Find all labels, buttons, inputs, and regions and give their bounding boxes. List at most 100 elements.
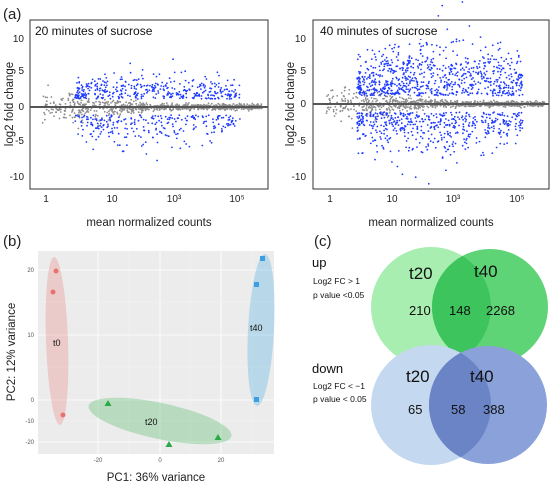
ma-significant-point [123, 118, 125, 121]
ma-significant-point [220, 91, 222, 93]
ma-significant-point [464, 148, 467, 151]
ma-significant-point [358, 86, 360, 89]
ma-point [130, 112, 133, 115]
ma-significant-point [185, 119, 188, 122]
ma-significant-point [161, 81, 164, 84]
ma-significant-point [120, 85, 123, 87]
ma-significant-point [396, 89, 399, 92]
ma-significant-point [210, 81, 212, 83]
ma-significant-point [396, 165, 399, 168]
ma-significant-point [359, 137, 361, 140]
ma-point [391, 100, 394, 103]
ma-significant-point [374, 66, 377, 69]
ma-significant-point [455, 38, 458, 41]
ma-significant-point [487, 77, 489, 80]
ma-significant-point [207, 114, 210, 117]
ma-point [232, 103, 235, 105]
ma-significant-point [389, 64, 392, 67]
ma-significant-point [468, 125, 470, 127]
ma-significant-point [94, 118, 97, 120]
ma-significant-point [81, 89, 83, 91]
ma-significant-point [362, 83, 365, 86]
ma-significant-point [465, 139, 468, 141]
ma-point [67, 99, 70, 102]
ma-significant-point [81, 135, 84, 137]
ma-significant-point [368, 124, 371, 126]
ma-point [131, 103, 134, 106]
ma-significant-point [378, 83, 381, 86]
ma-point [332, 110, 335, 113]
ma-significant-point [111, 132, 114, 135]
ma-point [493, 99, 495, 102]
ma-point [353, 105, 355, 107]
ma-significant-point [109, 131, 112, 134]
ma-point [382, 97, 384, 100]
ma-significant-point [211, 82, 214, 85]
ma-significant-point [481, 121, 484, 124]
ma-point [453, 100, 456, 103]
ma-significant-point [503, 123, 506, 126]
ma-significant-point [111, 130, 114, 133]
ma-significant-point [455, 121, 458, 124]
ma-point [108, 112, 111, 115]
ma-point [130, 98, 133, 101]
ma-significant-point [439, 123, 442, 126]
ma-significant-point [126, 144, 128, 147]
ma-significant-point [167, 91, 170, 93]
ma-significant-point [502, 81, 505, 84]
ma-point [395, 97, 397, 100]
ma-significant-point [461, 1, 464, 3]
ma-point [402, 104, 405, 107]
ma-significant-point [397, 59, 399, 62]
ma-point [161, 107, 163, 110]
ma-significant-point [98, 89, 101, 92]
ma-significant-point [518, 121, 521, 123]
ma-point [374, 109, 377, 111]
ma-significant-point [462, 87, 465, 90]
ma-point [110, 102, 112, 104]
ma-significant-point [420, 81, 423, 83]
ma-significant-point [397, 116, 399, 119]
ma-significant-point [465, 142, 468, 145]
ma-significant-point [120, 93, 123, 95]
ma-significant-point [385, 124, 388, 127]
ma-point [251, 102, 254, 105]
ma-significant-point [471, 130, 474, 133]
ma-significant-point [86, 115, 88, 118]
ma-significant-point [401, 86, 404, 89]
ma-point [415, 99, 418, 102]
ma-significant-point [419, 52, 422, 55]
ma-significant-point [443, 145, 446, 148]
ma-significant-point [157, 92, 160, 94]
ma-point [120, 110, 123, 113]
ma-significant-point [373, 94, 375, 97]
ma-significant-point [480, 72, 483, 75]
ma-significant-point [465, 66, 468, 68]
ma-significant-point [408, 146, 411, 149]
ma-point [213, 104, 215, 107]
ma-point [355, 91, 358, 94]
ma-significant-point [210, 141, 213, 144]
ma-significant-point [395, 130, 398, 132]
ma-significant-point [360, 114, 363, 117]
ma-significant-point [358, 112, 361, 115]
ma-point [406, 106, 409, 108]
ma-significant-point [395, 121, 398, 124]
ma-significant-point [482, 62, 485, 64]
ma-significant-point [361, 112, 364, 115]
ma-point [246, 103, 249, 106]
ma-point [336, 95, 339, 97]
ma-significant-point [148, 89, 151, 92]
ma-significant-point [96, 122, 99, 125]
ma-significant-point [161, 124, 163, 127]
ma-significant-point [176, 132, 179, 135]
ma-significant-point [456, 71, 459, 73]
ma-significant-point [480, 92, 483, 95]
ma-significant-point [107, 95, 110, 97]
ma-significant-point [214, 85, 217, 88]
ma-significant-point [407, 132, 410, 134]
ma-significant-point [509, 87, 512, 89]
ma-significant-point [375, 120, 378, 123]
ma-point [344, 100, 347, 102]
x-tick: 10³ [446, 194, 461, 205]
